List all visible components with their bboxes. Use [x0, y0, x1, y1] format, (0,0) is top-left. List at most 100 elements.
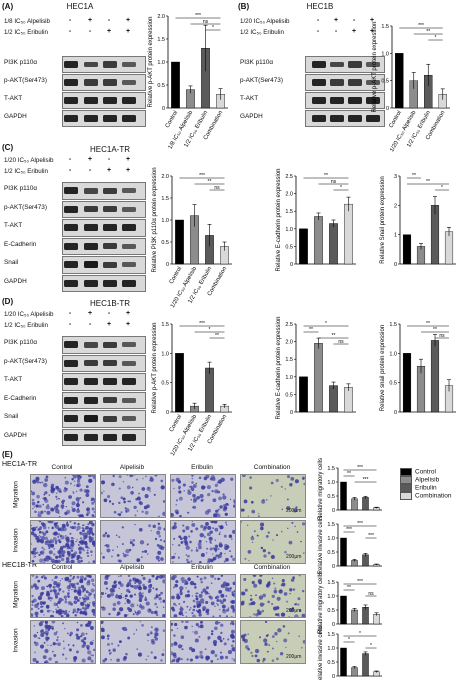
panel-e-label: (E) [2, 450, 13, 459]
protein-band [84, 224, 98, 232]
protein-band [330, 79, 344, 86]
y-tick-label: 0 [332, 508, 335, 514]
y-tick-label: 0.5 [327, 550, 335, 556]
micrograph [240, 474, 306, 518]
significance-label: *** [199, 173, 205, 179]
y-tick-label: 2.5 [285, 174, 293, 180]
micrograph [100, 474, 166, 518]
y-tick-label: 0.5 [285, 392, 293, 398]
protein-band [64, 224, 78, 232]
protein-band [348, 97, 362, 104]
y-axis-label: Relative p-AKT protein expression [372, 22, 378, 113]
treatment-sign: - [352, 17, 356, 24]
protein-band [84, 360, 98, 367]
y-tick-label: 1.0 [327, 480, 335, 486]
treatment-sign: + [106, 28, 112, 35]
protein-band [103, 261, 117, 268]
bar-combination [344, 387, 353, 413]
protein-band [122, 243, 136, 249]
y-axis-label: Relative invasive cells [318, 516, 324, 575]
protein-band [103, 279, 117, 287]
protein-band [122, 342, 136, 348]
protein-band [84, 79, 98, 86]
significance-label: ** [426, 179, 430, 185]
significance-label: ** [433, 327, 437, 333]
treatment-sign: + [125, 17, 131, 24]
bar-control [340, 537, 347, 567]
micrograph [30, 620, 96, 664]
blot-label: PI3K p110α [4, 185, 38, 192]
y-tick-label: 1.5 [157, 37, 165, 43]
significance-label: ns [338, 339, 344, 345]
blot-label: GAPDH [4, 113, 27, 120]
protein-band [312, 61, 326, 68]
y-axis-label: Relative invasive cells [318, 626, 324, 680]
protein-band [103, 378, 117, 386]
condition-label: 1/20 IC₅₀ Alpelisib [240, 18, 290, 25]
blot-label: GAPDH [4, 277, 27, 285]
protein-band [64, 261, 78, 269]
panel-d-title: HEC1B-TR [89, 299, 130, 308]
protein-band [122, 224, 136, 232]
blot-label: Snail [4, 413, 19, 420]
y-tick-label: 2 [394, 203, 397, 209]
legend-item-control: Control [400, 468, 452, 476]
blot-strip [62, 92, 146, 109]
micrograph-column-label: Alpelisib [119, 464, 145, 471]
protein-band [84, 433, 98, 441]
bar-eribulin [362, 554, 369, 567]
y-tick-label: 0 [162, 106, 165, 112]
treatment-sign: - [107, 310, 111, 317]
micrograph-row-label: Migration [12, 581, 20, 608]
protein-band [330, 115, 344, 122]
micrograph [240, 574, 306, 618]
protein-band [312, 79, 326, 86]
protein-band [122, 279, 136, 287]
y-tick-label: 0.5 [327, 660, 335, 666]
y-tick-label: 1.5 [381, 24, 389, 30]
protein-band [122, 79, 136, 86]
protein-band [348, 115, 362, 122]
protein-band [64, 378, 78, 386]
protein-band [103, 61, 117, 68]
y-tick-label: 0.5 [285, 244, 293, 250]
y-axis-label: Relative p-AKT protein expression [152, 323, 158, 414]
blot-label: PI3K p110α [240, 59, 274, 66]
blot-strip [62, 200, 146, 218]
significance-label: *** [357, 579, 363, 585]
y-tick-label: 0 [394, 262, 397, 268]
treatment-sign: + [106, 167, 112, 174]
protein-band [366, 97, 380, 104]
protein-band [64, 341, 78, 349]
y-tick-label: 1 [394, 233, 397, 239]
micrograph [30, 574, 96, 618]
significance-label: * [340, 185, 342, 191]
y-tick-label: 0.5 [161, 240, 169, 246]
significance-label: *** [357, 521, 363, 527]
y-tick-label: 0 [332, 622, 335, 628]
significance-label: ** [309, 327, 313, 333]
protein-band [64, 115, 78, 122]
micrograph-column-label: Combination [253, 564, 291, 571]
y-tick-label: 1.0 [285, 375, 293, 381]
protein-band [122, 97, 136, 104]
protein-band [366, 61, 380, 68]
y-tick-label: 1.0 [285, 227, 293, 233]
bar-control [175, 353, 184, 413]
blot-label: Snail [4, 259, 19, 266]
y-tick-label: 3 [394, 174, 397, 180]
y-tick-label: 0 [332, 564, 335, 570]
significance-label: * [348, 637, 350, 643]
treatment-sign: - [107, 17, 111, 24]
micrograph [170, 574, 236, 618]
blot-label: PI3K p110α [4, 339, 38, 346]
protein-band [312, 97, 326, 104]
panel-b-label: (B) [238, 2, 250, 11]
x-tick-label: Control [169, 266, 184, 285]
y-tick-label: 0 [290, 410, 293, 416]
scale-bar-label: 200μm [286, 554, 302, 560]
condition-label: 1/20 IC₅₀ Alpelisib [4, 311, 54, 318]
